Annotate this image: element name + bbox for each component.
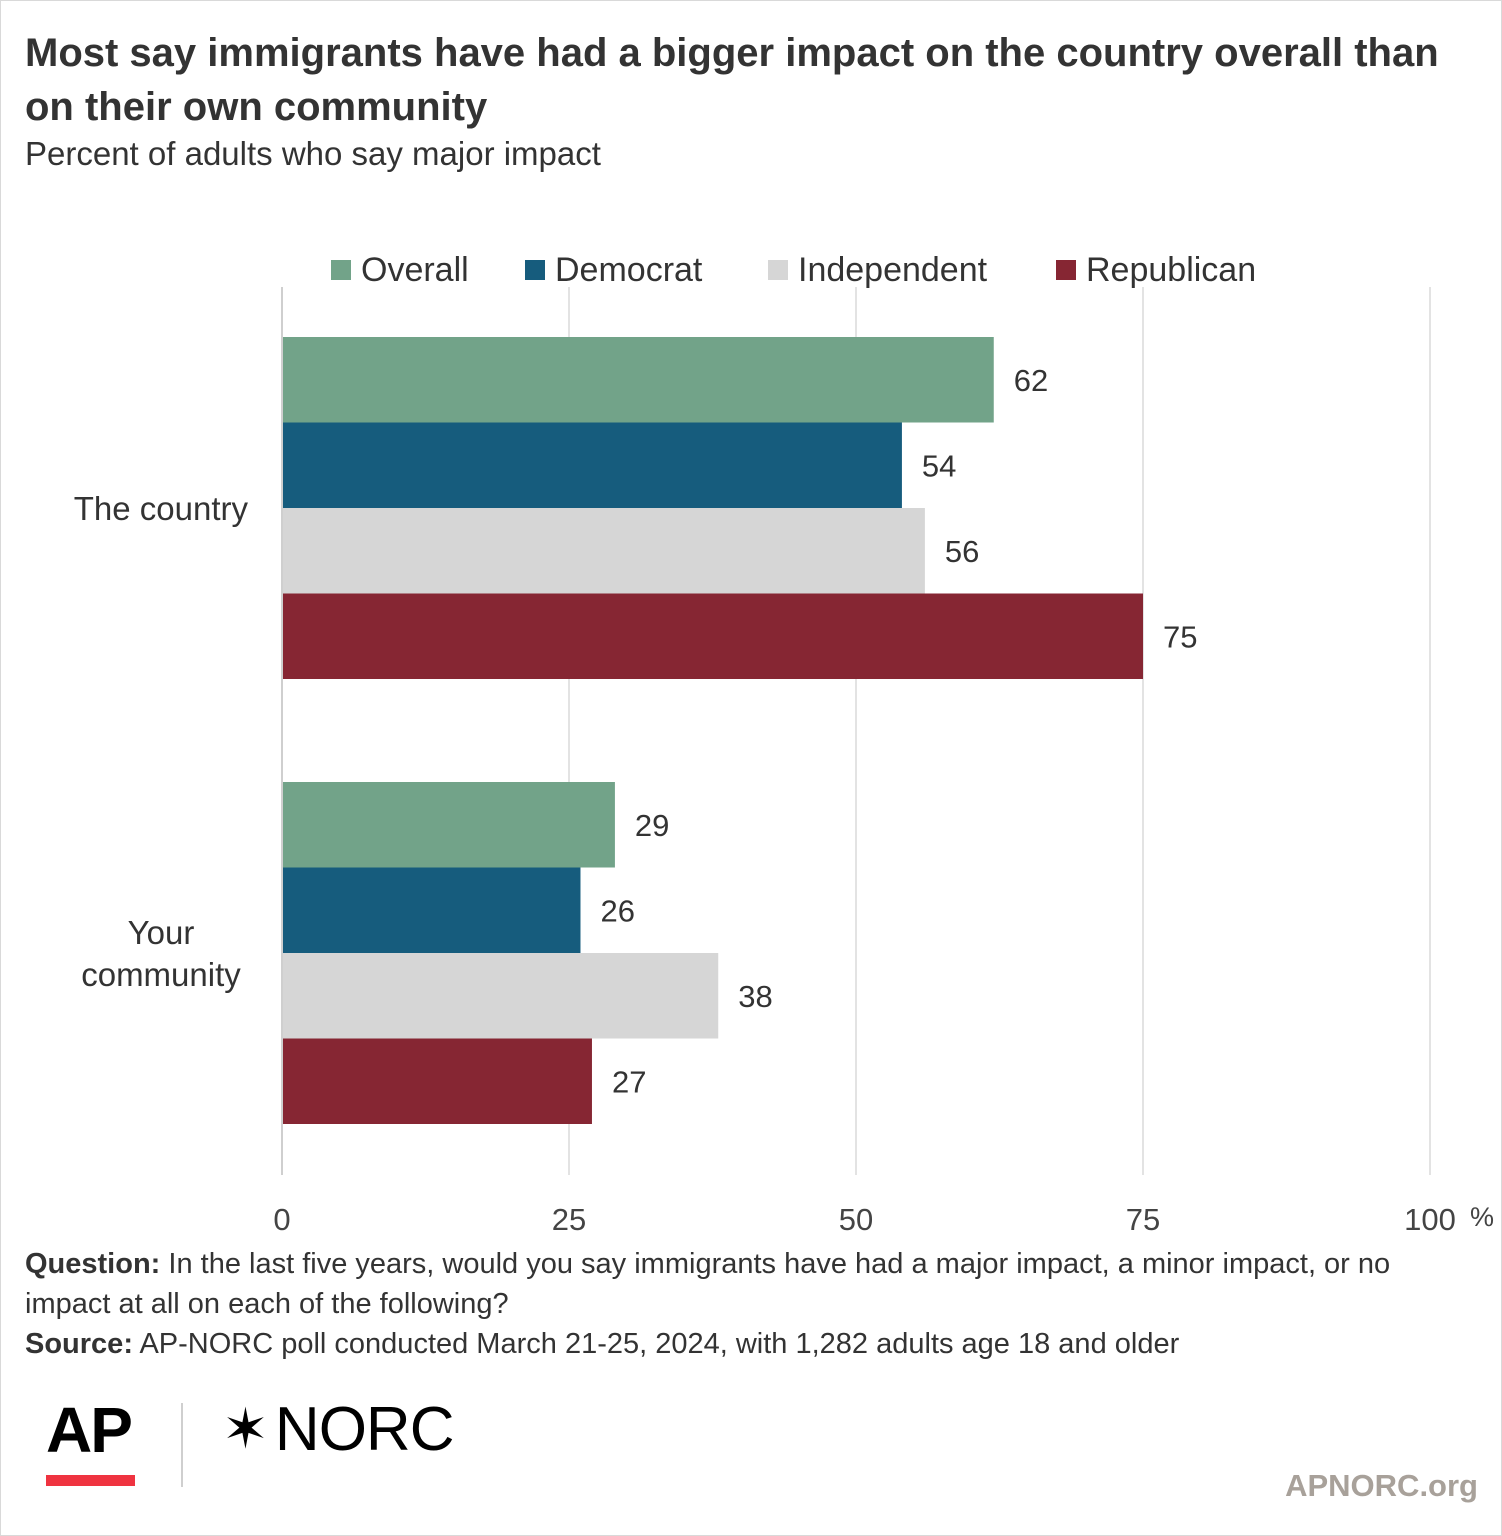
data-label: 27 [612, 1064, 646, 1099]
legend-label-independent: Independent [798, 250, 988, 289]
chart-subtitle: Percent of adults who say major impact [25, 135, 601, 172]
bar-independent [282, 508, 925, 594]
data-label: 75 [1163, 619, 1197, 654]
bar-independent [282, 953, 719, 1039]
data-label: 56 [945, 534, 979, 569]
chart-title: Most say immigrants have had a bigger im… [25, 31, 1439, 129]
site-url: APNORC.org [1285, 1468, 1478, 1503]
legend-swatch-democrat [525, 260, 545, 280]
data-label: 38 [738, 979, 772, 1014]
chart-notes: Question: In the last five years, would … [25, 1244, 1475, 1364]
legend-item-overall: Overall [331, 248, 469, 292]
legend-item-democrat: Democrat [525, 248, 702, 292]
source-note: Source: AP-NORC poll conducted March 21-… [25, 1324, 1475, 1364]
legend-label-democrat: Democrat [555, 250, 703, 289]
bar-democrat [282, 422, 902, 508]
bar-republican [282, 593, 1143, 679]
x-tick-label: 25 [552, 1202, 586, 1237]
data-label: 29 [635, 808, 669, 843]
category-label: The country [74, 490, 249, 527]
data-label: 62 [1014, 363, 1048, 398]
question-note: Question: In the last five years, would … [25, 1244, 1475, 1324]
bar-republican [282, 1038, 592, 1124]
source-label: Source: [25, 1328, 133, 1360]
legend: Overall Democrat Independent Republican [0, 248, 1502, 292]
data-label: 26 [600, 893, 634, 928]
norc-logo: ✶ NORC [222, 1394, 455, 1464]
x-unit-label: % [1470, 1202, 1494, 1232]
bar-overall [282, 337, 994, 423]
x-tick-label: 75 [1126, 1202, 1160, 1237]
legend-item-independent: Independent [768, 248, 987, 292]
x-tick-label: 100 [1404, 1202, 1456, 1237]
norc-star-icon: ✶ [222, 1397, 269, 1460]
norc-logo-text: NORC [274, 1394, 455, 1464]
ap-logo-bar [46, 1475, 135, 1486]
legend-item-republican: Republican [1056, 248, 1256, 292]
legend-label-republican: Republican [1086, 250, 1257, 289]
ap-logo: AP [46, 1394, 133, 1466]
legend-swatch-overall [331, 260, 351, 280]
bar-overall [282, 782, 615, 868]
question-text: In the last five years, would you say im… [25, 1248, 1391, 1320]
legend-swatch-republican [1056, 260, 1076, 280]
data-label: 54 [922, 448, 956, 483]
legend-label-overall: Overall [361, 250, 469, 289]
source-text: AP-NORC poll conducted March 21-25, 2024… [132, 1328, 1180, 1360]
logo-divider [181, 1403, 183, 1487]
x-tick-label: 0 [273, 1202, 290, 1237]
bar-democrat [282, 867, 581, 953]
bar-chart: 0 25 50 75 100 % 62 54 56 75 29 26 38 27 The country Yo… [74, 287, 1494, 1237]
x-tick-label: 50 [839, 1202, 873, 1237]
question-label: Question: [25, 1248, 161, 1280]
category-label: Your community [81, 914, 241, 993]
legend-swatch-independent [768, 260, 788, 280]
